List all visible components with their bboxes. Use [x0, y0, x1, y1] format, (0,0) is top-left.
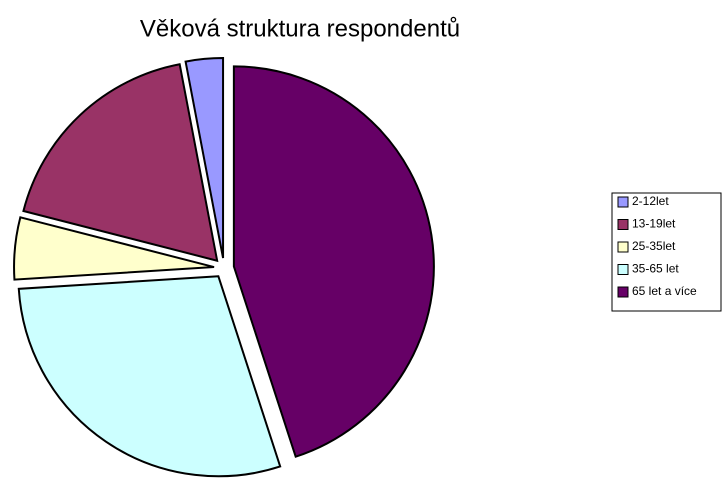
legend-swatch [617, 219, 629, 230]
legend-label: 35-65 let [632, 262, 679, 276]
pie-slice [17, 275, 282, 478]
legend [611, 192, 722, 312]
legend-swatch [617, 264, 629, 275]
pie-slice [184, 57, 225, 259]
pie-slice [22, 63, 219, 263]
chart-title: Věková struktura respondentů [140, 15, 460, 42]
legend-label: 2-12let [632, 194, 669, 208]
legend-label: 13-19let [632, 217, 676, 231]
legend-label: 65 let a více [632, 284, 697, 298]
pie-slice [13, 216, 215, 281]
legend-swatch [617, 196, 629, 208]
legend-label: 25-35let [632, 239, 676, 253]
legend-swatch [617, 241, 629, 253]
legend-swatch [617, 286, 629, 298]
pie-slice [232, 65, 435, 458]
